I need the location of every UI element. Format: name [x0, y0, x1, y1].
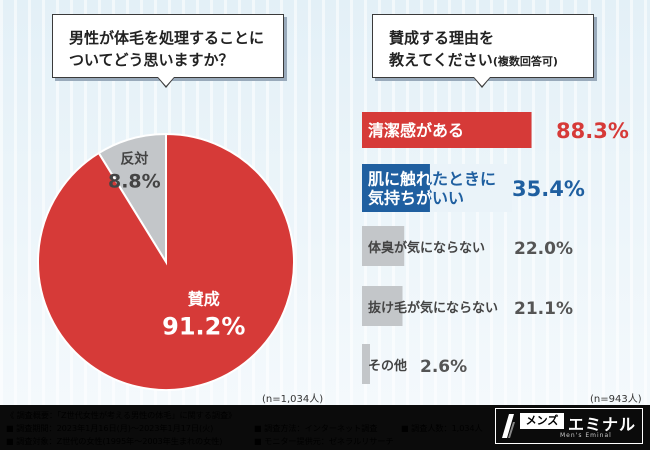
brand-logo-subtitle: Men's Eminal	[560, 432, 612, 439]
bar-label-2-line2-overlay: 気持ちがいい	[368, 189, 464, 208]
pie-label-agree: 賛成	[188, 289, 220, 308]
bar-label-2-line1: 肌に触れたときに	[368, 170, 496, 189]
bar-value-3: 22.0%	[514, 239, 573, 259]
pie-value-oppose: 8.8%	[108, 171, 161, 193]
bar-4	[362, 286, 403, 326]
brand-logo-name: エミナル	[568, 415, 637, 434]
question-left-line2: ついてどう思いますか？	[69, 51, 234, 69]
brand-mark-icon	[502, 414, 515, 438]
bar-5	[362, 344, 370, 384]
question-right-line1: 賛成する理由を	[389, 29, 495, 47]
bar-value-5: 2.6%	[420, 357, 467, 377]
footer-target: ■ 調査対象：Z世代の女性(1995年～2003年生まれの女性)	[6, 436, 223, 446]
question-right-note: (複数回答可)	[492, 55, 558, 68]
bar-label-2-line2: 気持ちがいい	[368, 189, 464, 208]
question-right-bubble: 賛成する理由を 教えてください(複数回答可)	[372, 14, 594, 88]
footer-overview: 《 調査概要：「Z世代女性が考える男性の体毛」に関する調査》	[6, 410, 237, 420]
bubble-pointer	[474, 77, 490, 86]
question-left-line1: 男性が体毛を処理することに	[69, 29, 265, 47]
pie-sample-size: (n=1,034人)	[262, 394, 324, 405]
bar-sample-size: (n=943人)	[590, 394, 642, 405]
bar-label-4: 抜け毛が気にならない	[368, 300, 498, 316]
bar-value-2: 35.4%	[512, 177, 585, 201]
bar-3	[362, 226, 405, 266]
bar-value-4: 21.1%	[514, 299, 573, 319]
brand-logo-tag: メンズ	[520, 413, 564, 429]
bar-label-5: その他	[368, 358, 407, 374]
bar-2-label-backing	[429, 164, 512, 212]
question-right-line2: 教えてください	[389, 51, 493, 69]
footer-period: ■ 調査期間：2023年1月16日(月)～2023年1月17日(火)	[6, 423, 214, 433]
pie-label-oppose: 反対	[120, 151, 148, 168]
footer-method: ■ 調査方法：インターネット調査	[254, 423, 378, 433]
bar-value-1: 88.3%	[556, 119, 629, 143]
bar-label-1: 清潔感がある	[368, 121, 464, 140]
brand-logo-frame	[495, 408, 643, 444]
question-left-bubble: 男性が体毛を処理することに ついてどう思いますか？	[52, 14, 284, 88]
pie-slice-agree	[37, 132, 295, 391]
bubble-pointer	[158, 77, 174, 86]
footer-count: ■ 調査人数：1,034人	[401, 423, 483, 433]
pie-chart: 反対 8.8% 賛成 91.2%	[37, 132, 295, 391]
question-right-line2-wrap: 教えてください(複数回答可)	[389, 49, 583, 73]
pie-value-agree: 91.2%	[162, 312, 245, 340]
bar-2	[362, 164, 430, 212]
bar-label-2-line1-overlay: 肌に触れたときに	[368, 170, 496, 189]
bar-label-3: 体臭が気にならない	[368, 240, 485, 256]
footer-monitor: ■ モニター提供元：ゼネラルリサーチ	[254, 436, 394, 446]
bar-1	[362, 112, 532, 148]
